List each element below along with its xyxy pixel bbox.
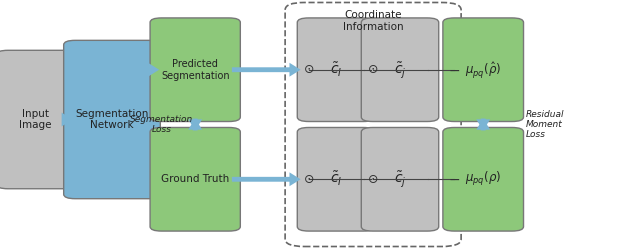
FancyBboxPatch shape: [298, 18, 375, 122]
Text: $\tilde{c}_I$: $\tilde{c}_I$: [330, 61, 342, 79]
Text: $\odot$: $\odot$: [367, 63, 379, 76]
Text: $-$: $-$: [449, 172, 460, 186]
FancyBboxPatch shape: [0, 50, 74, 189]
Text: $\tilde{c}_j$: $\tilde{c}_j$: [394, 169, 406, 189]
FancyBboxPatch shape: [443, 18, 524, 122]
Text: Ground Truth: Ground Truth: [161, 174, 229, 184]
Text: $\odot$: $\odot$: [303, 173, 315, 186]
Text: $\odot$: $\odot$: [367, 173, 379, 186]
Text: Predicted
Segmentation: Predicted Segmentation: [161, 59, 230, 80]
Text: $\mu_{pq}(\hat{\rho})$: $\mu_{pq}(\hat{\rho})$: [465, 60, 501, 80]
FancyBboxPatch shape: [63, 40, 160, 199]
Text: $\tilde{c}_I$: $\tilde{c}_I$: [330, 170, 342, 188]
FancyBboxPatch shape: [150, 127, 241, 231]
Text: $-$: $-$: [449, 63, 460, 77]
FancyBboxPatch shape: [361, 18, 439, 122]
Text: Segmentation
Network: Segmentation Network: [76, 109, 148, 130]
Text: Residual
Moment
Loss: Residual Moment Loss: [526, 110, 564, 139]
FancyBboxPatch shape: [361, 127, 439, 231]
Text: $\mu_{pq}(\rho)$: $\mu_{pq}(\rho)$: [465, 170, 501, 188]
FancyBboxPatch shape: [443, 127, 524, 231]
Text: Segmentation
Loss: Segmentation Loss: [131, 115, 193, 134]
Text: Coordinate
Information: Coordinate Information: [343, 10, 403, 32]
Text: $\odot$: $\odot$: [303, 63, 315, 76]
Text: Input
Image: Input Image: [19, 109, 51, 130]
FancyBboxPatch shape: [298, 127, 375, 231]
FancyBboxPatch shape: [150, 18, 241, 122]
Text: $\tilde{c}_j$: $\tilde{c}_j$: [394, 60, 406, 80]
